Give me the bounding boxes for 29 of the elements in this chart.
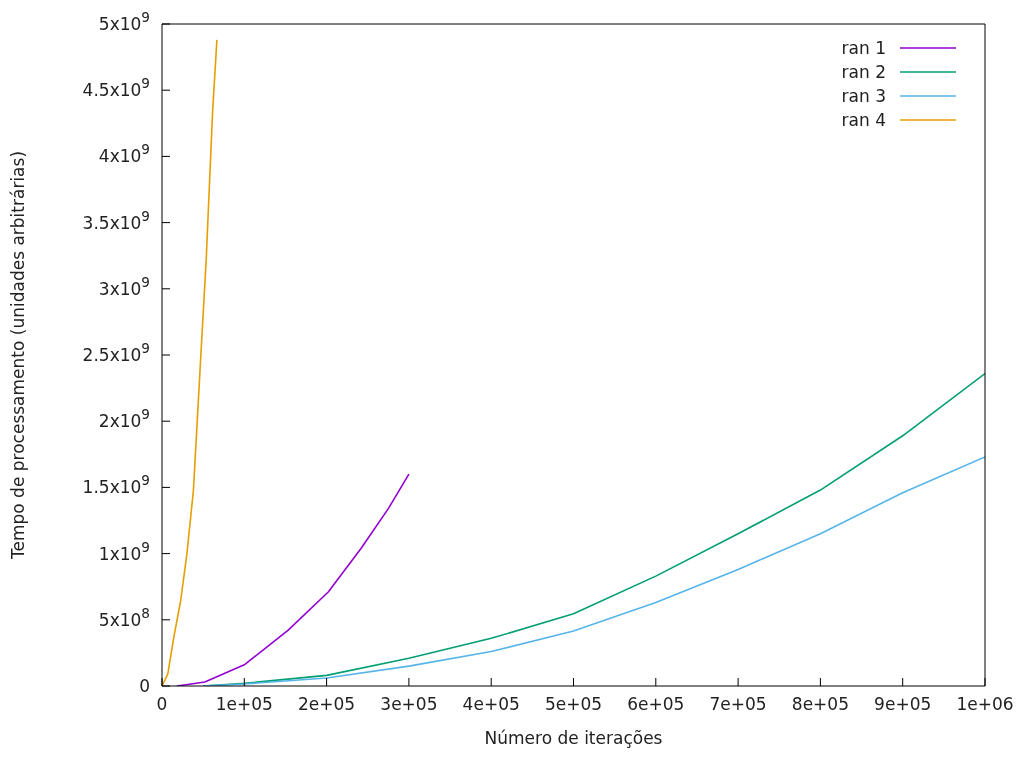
y-tick-label: 2.5x10$^{9}$ xyxy=(82,340,150,365)
x-tick-label: 8e+05 xyxy=(791,694,849,714)
legend-label: ran 4 xyxy=(841,110,886,130)
y-tick-label: 1x10$^{9}$ xyxy=(98,538,150,564)
x-tick-label: 1e+06 xyxy=(956,694,1014,714)
x-tick-label: 5e+05 xyxy=(544,694,603,714)
x-tick-label: 1e+05 xyxy=(215,694,273,714)
y-tick-label: 4x10$^{9}$ xyxy=(98,141,150,167)
y-tick-label: 4.5x10$^{9}$ xyxy=(82,75,150,101)
y-tick-label: 3x10$^{9}$ xyxy=(98,273,150,299)
y-tick-label: 5x10$^{9}$ xyxy=(98,9,150,34)
x-tick-label: 4e+05 xyxy=(462,694,520,714)
x-tick-label: 9e+05 xyxy=(874,694,932,714)
x-tick-label: 6e+05 xyxy=(627,694,685,714)
line-series xyxy=(162,39,218,686)
x-axis-title: Número de iterações xyxy=(484,728,663,748)
x-tick-label: 0 xyxy=(156,694,168,714)
legend-label: ran 1 xyxy=(841,38,886,58)
y-tick-label: 2x10$^{9}$ xyxy=(98,406,150,432)
x-tick-label: 7e+05 xyxy=(709,694,767,714)
x-tick-label: 3e+05 xyxy=(380,694,438,714)
y-tick-label: 3.5x10$^{9}$ xyxy=(82,207,150,233)
y-tick-label: 1.5x10$^{9}$ xyxy=(82,472,150,498)
x-tick-label: 2e+05 xyxy=(298,694,356,714)
y-tick-label: 5x10$^{8}$ xyxy=(98,604,150,630)
y-tick-label: 0 xyxy=(139,676,150,696)
y-axis-title: Tempo de processamento (unidades arbitrárias) xyxy=(8,150,29,561)
legend-label: ran 2 xyxy=(841,62,886,82)
legend-label: ran 3 xyxy=(841,86,886,106)
